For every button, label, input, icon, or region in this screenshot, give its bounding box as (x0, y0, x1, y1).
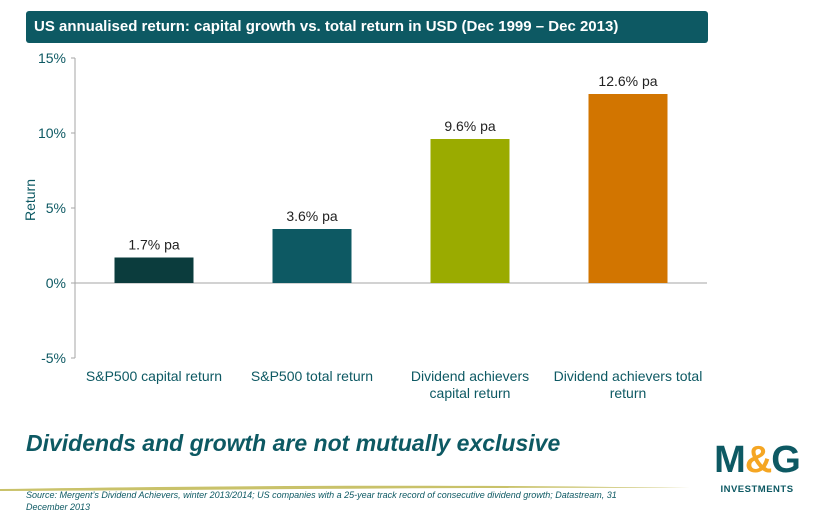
y-tick-label: 5% (46, 200, 66, 216)
category-label: S&P500 total return (251, 368, 373, 384)
data-label: 1.7% pa (128, 237, 180, 253)
logo-mark: M&G (714, 439, 801, 481)
data-label: 9.6% pa (444, 118, 496, 134)
y-tick-label: -5% (41, 350, 66, 366)
y-tick-label: 0% (46, 275, 66, 291)
chart-title: US annualised return: capital growth vs.… (26, 11, 708, 43)
bar (114, 257, 194, 283)
tagline: Dividends and growth are not mutually ex… (26, 430, 561, 456)
category-label: Dividend achievers (411, 368, 529, 384)
bar (272, 229, 352, 283)
category-label: return (610, 385, 647, 401)
decorative-swoosh (0, 485, 690, 491)
data-label: 3.6% pa (286, 208, 338, 224)
bar-chart: -5% 0% 5% 10% 15% Return 1.7% pa S&P500 capita… (22, 50, 707, 401)
data-label: 12.6% pa (598, 73, 657, 89)
logo-subtitle: INVESTMENTS (720, 484, 794, 495)
bar (588, 94, 668, 283)
y-axis-title: Return (22, 179, 38, 221)
category-label: S&P500 capital return (86, 368, 222, 384)
source-note: Source: Mergent’s Dividend Achievers, wi… (26, 490, 617, 512)
y-tick-label: 10% (38, 125, 66, 141)
bar (430, 139, 510, 283)
category-label: Dividend achievers total (554, 368, 703, 384)
category-label: capital return (430, 385, 511, 401)
y-tick-label: 15% (38, 50, 66, 66)
mg-investments-logo: M&G INVESTMENTS (703, 440, 811, 496)
